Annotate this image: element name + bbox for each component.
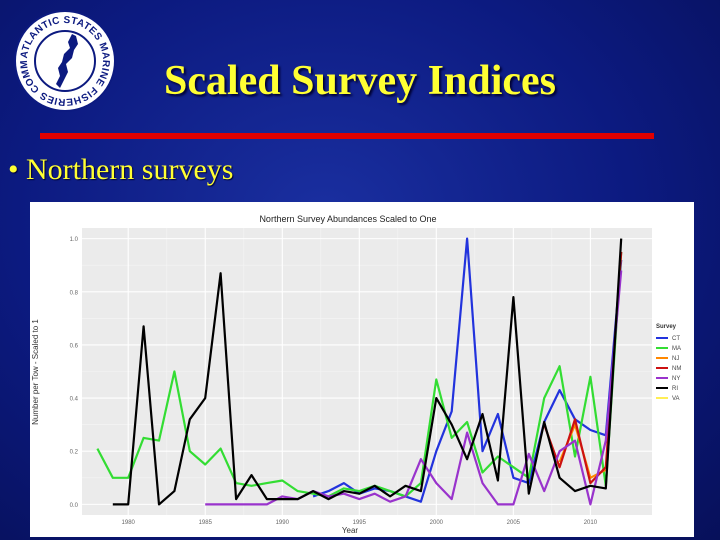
title-divider: [40, 133, 654, 139]
y-tick-label: 0.4: [70, 397, 79, 403]
x-tick-label: 2005: [507, 520, 521, 526]
bullet-item: • Northern surveys: [8, 150, 233, 190]
x-axis-label: Year: [342, 526, 359, 535]
legend-label-ri: RI: [672, 386, 678, 392]
series-line-ri: [112, 238, 623, 506]
x-tick-label: 1995: [353, 520, 367, 526]
coastline-icon: [56, 34, 78, 88]
legend-label-ny: NY: [672, 376, 680, 382]
y-tick-label: 0.6: [70, 343, 79, 349]
bullet-text: Northern surveys: [26, 153, 234, 186]
legend-label-nm: NM: [672, 366, 681, 372]
survey-line-chart: Northern Survey Abundances Scaled to One…: [31, 214, 681, 535]
x-tick-label: 2000: [430, 520, 444, 526]
y-tick-label: 0.0: [70, 503, 79, 509]
x-tick-label: 1980: [122, 520, 136, 526]
series-line-ma: [96, 251, 623, 498]
series-line-ny: [205, 270, 623, 506]
x-tick-label: 1990: [276, 520, 290, 526]
y-tick-label: 1.0: [70, 237, 79, 243]
legend-label-va: VA: [672, 396, 680, 402]
legend-label-ma: MA: [672, 346, 681, 352]
chart-panel: Northern Survey Abundances Scaled to One…: [30, 202, 694, 537]
slide-title: Scaled Survey Indices: [163, 58, 557, 104]
y-axis-label: Number per Tow - Scaled to 1: [31, 319, 40, 425]
x-tick-label: 1985: [199, 520, 213, 526]
chart-title: Northern Survey Abundances Scaled to One: [259, 214, 436, 224]
legend-title: Survey: [656, 324, 677, 330]
y-tick-label: 0.2: [70, 450, 79, 456]
legend-label-ct: CT: [672, 336, 680, 342]
commission-logo: ATLANTIC STATES MARINE FISHERIES COMMISS…: [12, 8, 116, 112]
legend-label-nj: NJ: [672, 356, 679, 362]
x-tick-label: 2010: [584, 520, 598, 526]
y-tick-label: 0.8: [70, 290, 79, 296]
bullet-dot-icon: •: [8, 153, 19, 186]
